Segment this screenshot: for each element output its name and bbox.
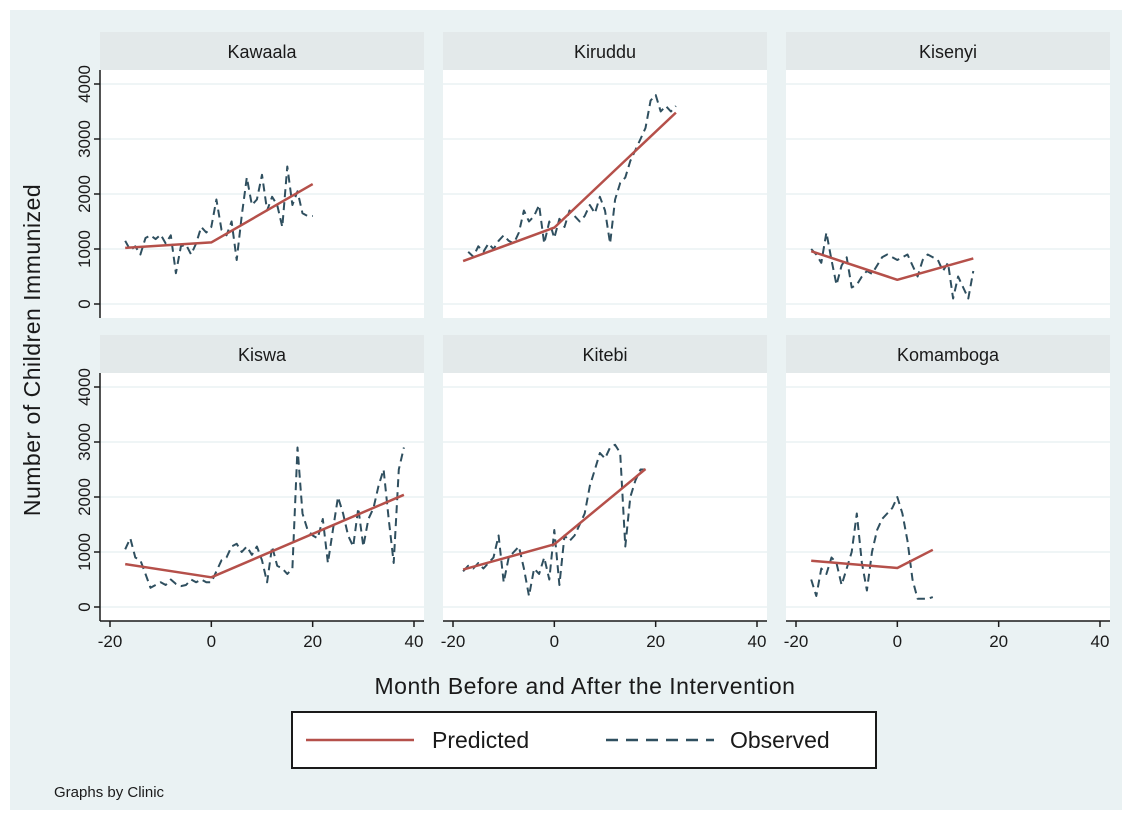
observed-series-line — [810, 496, 934, 600]
predicted-series-line — [462, 468, 647, 571]
strip-title: Komamboga — [897, 345, 1000, 365]
x-tick-label: 0 — [550, 632, 559, 651]
y-tick-label: 3000 — [75, 120, 94, 158]
predicted-series-line — [810, 250, 974, 282]
strip-title: Kawaala — [227, 42, 297, 62]
x-axis-title: Month Before and After the Intervention — [375, 673, 796, 699]
x-tick-label: 20 — [646, 632, 665, 651]
strip-title: Kitebi — [582, 345, 627, 365]
x-tick-label: 20 — [303, 632, 322, 651]
y-tick-label: 0 — [75, 602, 94, 611]
panel-kiruddu: Kiruddu — [443, 32, 767, 318]
strip-header — [786, 32, 1110, 70]
x-tick-label: 0 — [893, 632, 902, 651]
x-tick-label: -20 — [441, 632, 466, 651]
strip-title: Kiruddu — [574, 42, 636, 62]
y-tick-label: 4000 — [75, 368, 94, 406]
legend-observed-label: Observed — [730, 727, 830, 753]
y-tick-label: 0 — [75, 299, 94, 308]
panel-komamboga: Komamboga -20 0 20 40 — [784, 335, 1110, 651]
y-tick-label: 4000 — [75, 65, 94, 103]
x-tick-label: 20 — [989, 632, 1008, 651]
predicted-series-line — [811, 548, 934, 570]
panel-kisenyi: Kisenyi — [786, 32, 1110, 318]
strip-header — [100, 32, 424, 70]
predicted-series-line — [125, 493, 405, 579]
y-axis-title: Number of Children Immunized — [19, 184, 45, 516]
observed-series-line — [462, 443, 646, 597]
legend-predicted-label: Predicted — [432, 727, 529, 753]
legend: Predicted Observed — [291, 711, 877, 769]
y-tick-label: 2000 — [75, 478, 94, 516]
predicted-series-line — [125, 183, 314, 250]
panel-kiswa: Kiswa 0 1000 2000 3000 4000 -20 0 20 40 — [75, 335, 424, 651]
y-tick-label: 3000 — [75, 423, 94, 461]
observed-series-line — [467, 94, 677, 258]
panel-kitebi: Kitebi -20 0 20 40 — [441, 335, 767, 651]
y-tick-label: 1000 — [75, 230, 94, 268]
x-tick-label: 40 — [748, 632, 767, 651]
x-tick-label: -20 — [98, 632, 123, 651]
strip-title: Kisenyi — [919, 42, 977, 62]
x-tick-label: -20 — [784, 632, 809, 651]
predicted-series-line — [462, 111, 677, 263]
y-tick-label: 2000 — [75, 175, 94, 213]
graphs-by-note: Graphs by Clinic — [54, 784, 165, 801]
x-tick-label: 40 — [405, 632, 424, 651]
strip-header — [443, 335, 767, 373]
panel-kawaala: Kawaala 0 1000 2000 3000 4000 — [75, 32, 424, 318]
strip-header — [100, 335, 424, 373]
x-tick-label: 40 — [1091, 632, 1110, 651]
observed-series-line — [124, 165, 313, 275]
strip-header — [786, 335, 1110, 373]
y-tick-label: 1000 — [75, 533, 94, 571]
x-tick-label: 0 — [207, 632, 216, 651]
strip-title: Kiswa — [238, 345, 287, 365]
strip-header — [443, 32, 767, 70]
